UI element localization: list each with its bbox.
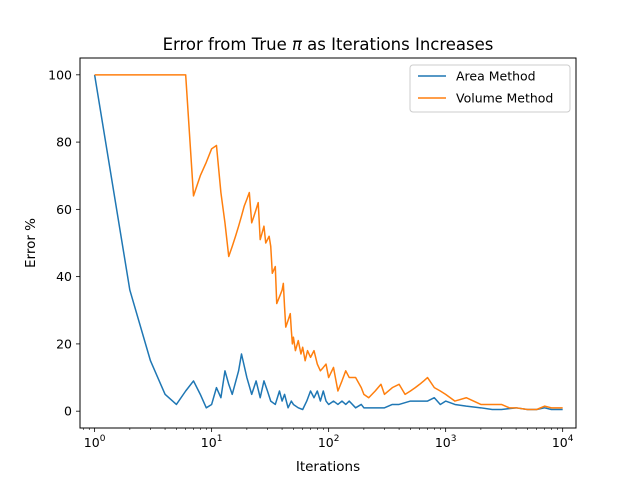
plot-area xyxy=(79,57,577,429)
x-tick-label-1: 101 xyxy=(201,434,223,450)
x-tick-label-3: 103 xyxy=(435,434,457,450)
y-tick-label-5: 100 xyxy=(48,67,72,82)
x-tick-label-2: 102 xyxy=(318,434,340,450)
x-axis-label: Iterations xyxy=(296,459,360,475)
y-tick-label-4: 80 xyxy=(56,135,72,150)
legend-frame xyxy=(409,64,571,113)
x-axis-ticks: 100 101 102 103 104 xyxy=(82,428,574,450)
y-tick-label-2: 40 xyxy=(56,269,72,284)
y-tick-label-0: 0 xyxy=(64,404,72,419)
x-tick-label-4: 104 xyxy=(552,434,574,450)
y-axis-ticks: 0 20 40 60 80 100 xyxy=(48,67,80,419)
y-tick-label-3: 60 xyxy=(56,202,72,217)
y-tick-label-1: 20 xyxy=(56,336,72,351)
chart-title: Error from True π as Iterations Increase… xyxy=(163,35,494,54)
y-axis-label: Error % xyxy=(23,218,39,268)
series-group xyxy=(93,74,563,411)
series-line-0 xyxy=(93,74,563,411)
axes-frame xyxy=(79,57,577,429)
legend-label-0: Area Method xyxy=(456,69,536,84)
series-line-1 xyxy=(94,74,563,411)
legend-label-1: Volume Method xyxy=(456,91,553,106)
x-tick-label-0: 100 xyxy=(84,434,106,450)
legend: Area Method Volume Method xyxy=(409,64,571,113)
